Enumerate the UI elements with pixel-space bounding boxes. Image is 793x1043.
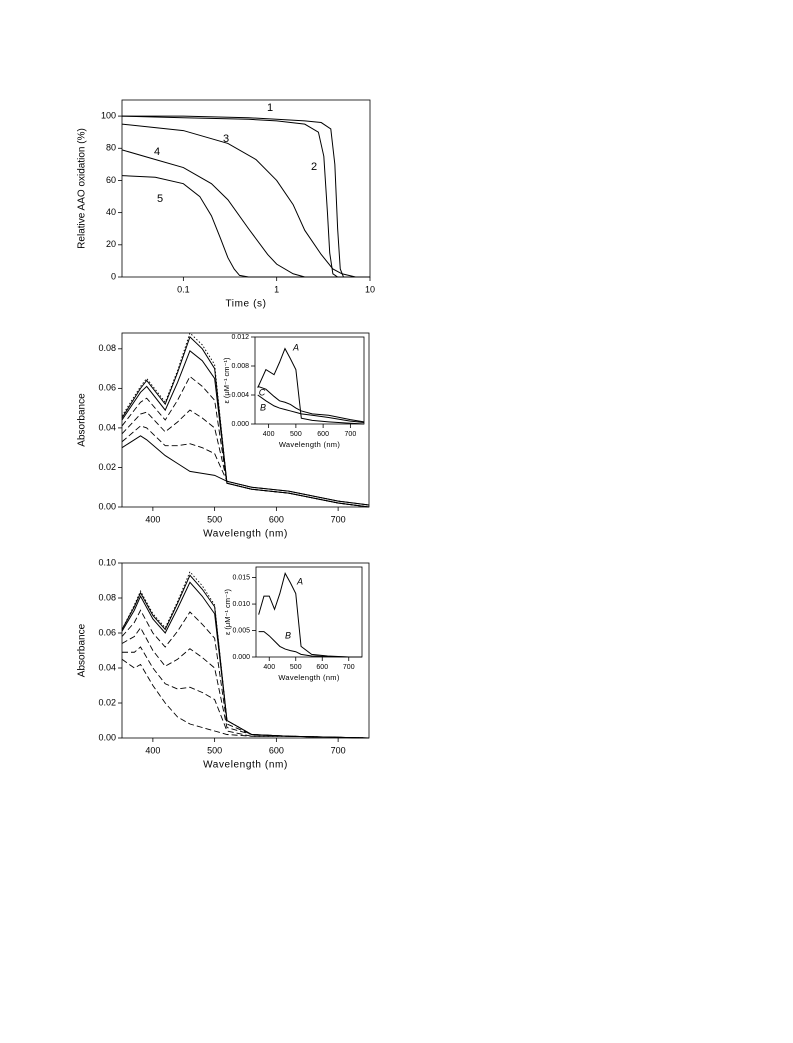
- x-axis-title: Time (s): [225, 299, 266, 310]
- x-axis-title: Wavelength (nm): [278, 673, 340, 682]
- series-label: 3: [223, 133, 229, 145]
- x-tick-label: 500: [290, 431, 302, 438]
- y-axis-title: Relative AAO oxidation (%): [77, 128, 88, 249]
- data-line: [121, 123, 370, 278]
- y-tick-label: 0.004: [231, 392, 249, 399]
- series-label: A: [292, 342, 299, 352]
- x-tick-label: 600: [316, 664, 328, 671]
- y-axis-title: Absorbance: [77, 393, 88, 447]
- data-line: [122, 646, 370, 739]
- x-tick-label: 600: [269, 514, 284, 524]
- x-tick-label: 500: [290, 664, 302, 671]
- series-label: 4: [154, 146, 160, 158]
- data-line: [121, 115, 370, 278]
- data-line: [121, 409, 370, 506]
- x-tick-label: 0.1: [177, 284, 190, 294]
- y-tick-label: 0.02: [98, 697, 116, 707]
- data-line: [121, 175, 370, 278]
- data-line: [258, 631, 362, 658]
- x-tick-label: 700: [343, 664, 355, 671]
- series-label: 5: [157, 193, 163, 205]
- series-label: 2: [311, 161, 317, 173]
- y-axis-title: Absorbance: [77, 623, 88, 677]
- y-tick-label: 0.02: [98, 462, 116, 472]
- x-tick-label: 700: [331, 745, 346, 755]
- x-tick-label: 400: [263, 431, 275, 438]
- y-tick-label: 0.005: [232, 627, 250, 634]
- y-axis-title: ε (μM⁻¹ cm⁻¹): [222, 357, 231, 403]
- y-tick-label: 60: [106, 175, 116, 185]
- plot-frame: [254, 336, 365, 425]
- data-line: [121, 435, 370, 506]
- y-axis-title: ε (μM⁻¹ cm⁻¹): [223, 589, 232, 635]
- data-line: [121, 570, 370, 739]
- plot-frame: [255, 566, 363, 658]
- data-line: [121, 375, 370, 508]
- data-line: [258, 572, 362, 658]
- y-tick-label: 0.00: [98, 732, 116, 742]
- series-label: B: [260, 402, 266, 412]
- x-tick-label: 10: [365, 284, 375, 294]
- series-label: B: [285, 630, 291, 640]
- x-tick-label: 400: [145, 745, 160, 755]
- y-tick-label: 0.015: [232, 574, 250, 581]
- data-line: [122, 115, 370, 278]
- series-label: C: [259, 387, 266, 397]
- y-tick-label: 0.08: [98, 343, 116, 353]
- y-tick-label: 20: [106, 239, 116, 249]
- x-tick-label: 700: [345, 431, 357, 438]
- data-line: [121, 609, 370, 739]
- y-tick-label: 0.06: [98, 383, 116, 393]
- y-tick-label: 0.04: [98, 422, 116, 432]
- y-tick-label: 0.010: [232, 601, 250, 608]
- x-tick-label: 500: [207, 514, 222, 524]
- series-label: A: [296, 576, 303, 586]
- y-tick-label: 0.04: [98, 662, 116, 672]
- plot-frame: [121, 99, 371, 278]
- data-line: [121, 149, 370, 278]
- y-tick-label: 80: [106, 143, 116, 153]
- y-tick-label: 0.10: [98, 557, 116, 567]
- y-tick-label: 0.08: [98, 592, 116, 602]
- data-line: [257, 394, 365, 424]
- x-axis-title: Wavelength (nm): [279, 440, 341, 449]
- data-line: [257, 385, 365, 423]
- series-label: 1: [267, 102, 273, 114]
- data-line: [257, 347, 365, 425]
- x-tick-label: 600: [269, 745, 284, 755]
- data-line: [121, 332, 370, 508]
- x-tick-label: 600: [317, 431, 329, 438]
- data-line: [121, 626, 370, 739]
- y-tick-label: 0.008: [231, 363, 249, 370]
- y-tick-label: 100: [101, 110, 116, 120]
- y-tick-label: 0: [111, 271, 116, 281]
- x-axis-title: Wavelength (nm): [203, 529, 288, 540]
- x-tick-label: 500: [207, 745, 222, 755]
- y-tick-label: 0.000: [231, 421, 249, 428]
- x-tick-label: 400: [145, 514, 160, 524]
- y-tick-label: 0.012: [231, 334, 249, 341]
- x-tick-label: 1: [274, 284, 279, 294]
- x-axis-title: Wavelength (nm): [203, 760, 288, 771]
- y-tick-label: 0.06: [98, 627, 116, 637]
- x-tick-label: 400: [263, 664, 275, 671]
- x-tick-label: 700: [331, 514, 346, 524]
- y-tick-label: 0.00: [98, 501, 116, 511]
- data-line: [121, 658, 370, 739]
- y-tick-label: 40: [106, 207, 116, 217]
- y-tick-label: 0.000: [232, 654, 250, 661]
